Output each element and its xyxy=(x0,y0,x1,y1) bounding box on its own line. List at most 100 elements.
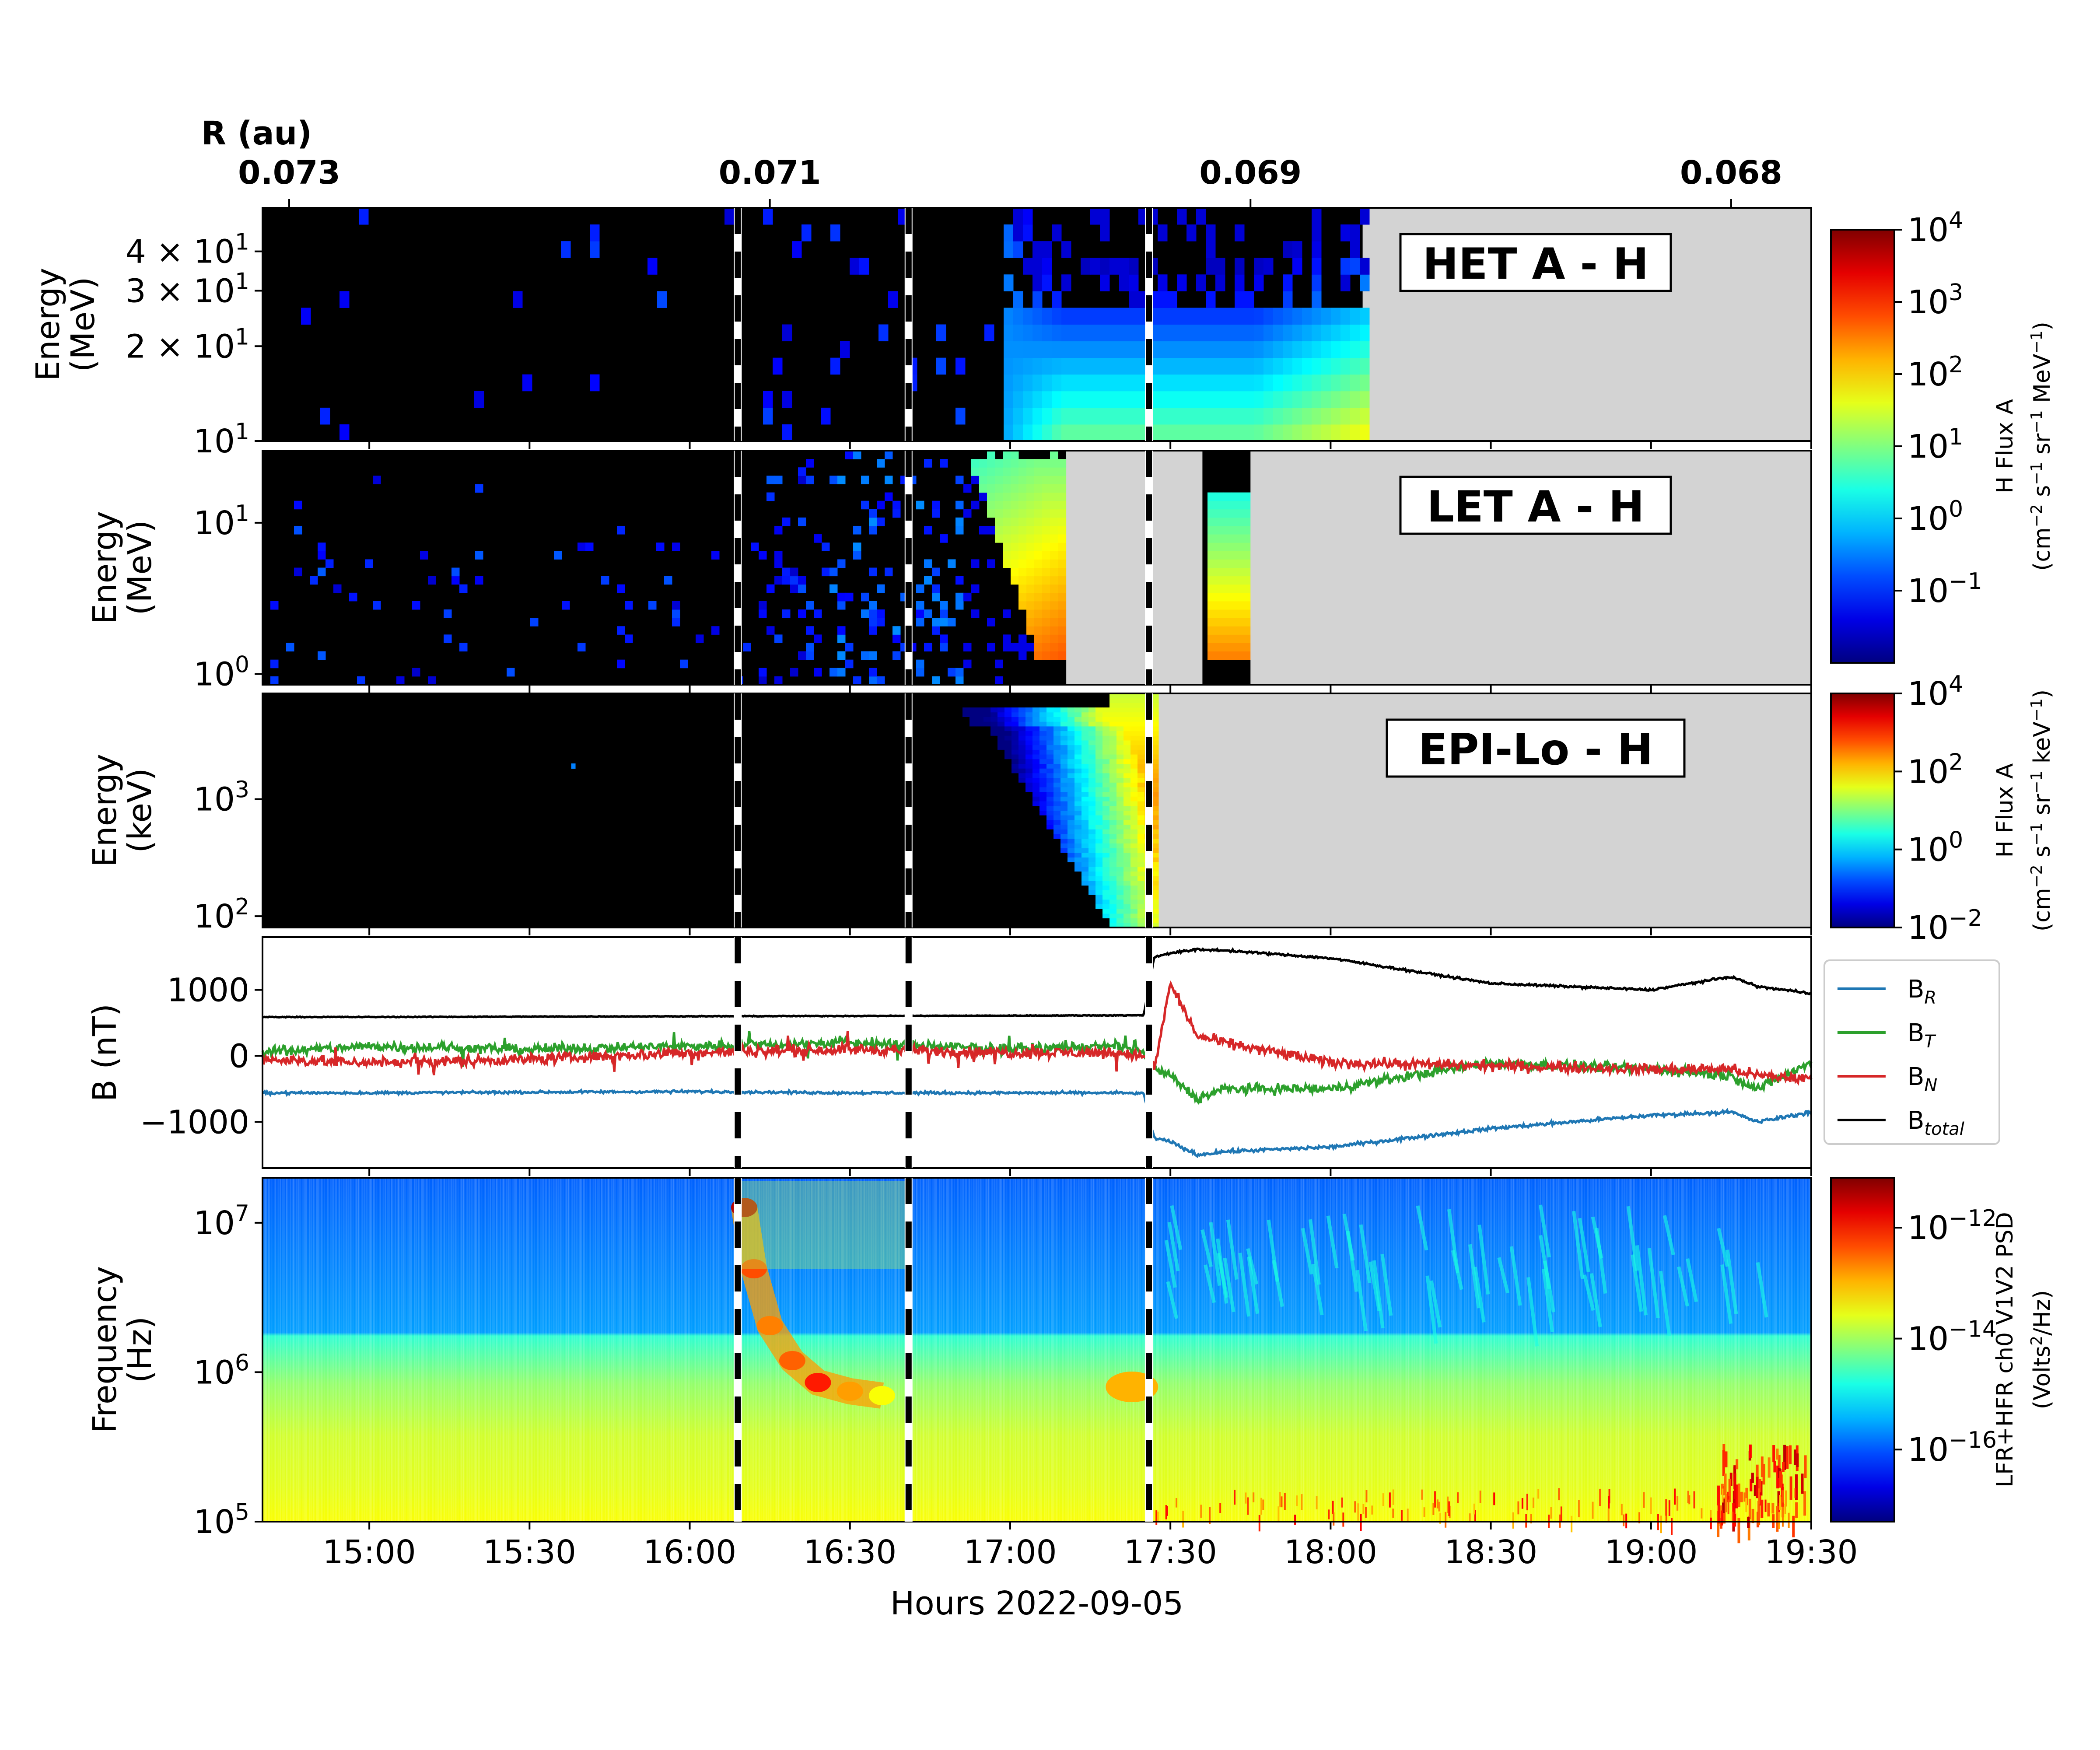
radio-streak xyxy=(1720,1264,1733,1324)
het-flux-pixel xyxy=(1302,424,1312,441)
epilo-flux-pixel xyxy=(1116,909,1124,914)
let-flux-pixel xyxy=(987,451,995,459)
het-flux-pixel xyxy=(1158,391,1168,408)
epilo-flux-pixel xyxy=(1096,866,1103,872)
het-flux-pixel xyxy=(1273,374,1283,392)
let-flux-pixel xyxy=(814,534,822,543)
epilo-flux-pixel xyxy=(1102,810,1110,816)
het-flux-pixel xyxy=(1302,407,1312,425)
epilo-flux-pixel xyxy=(1004,740,1012,746)
het-flux-pixel xyxy=(1350,324,1360,342)
epilo-flux-pixel xyxy=(1088,731,1096,736)
let-flux-pixel xyxy=(373,476,381,484)
let-flux-pixel xyxy=(1026,551,1035,560)
epilo-flux-pixel xyxy=(1074,815,1082,820)
het-flux-pixel xyxy=(1167,374,1177,392)
let-flux-pixel xyxy=(1058,492,1066,501)
epilo-flux-pixel xyxy=(1110,745,1117,750)
het-flux-pixel xyxy=(1004,308,1014,325)
epilo-flux-pixel xyxy=(1138,735,1145,741)
epilo-flux-pixel xyxy=(1130,703,1138,708)
epilo-flux-pixel xyxy=(1032,726,1040,732)
het-flux-pixel xyxy=(1100,391,1110,408)
let-flux-pixel xyxy=(617,525,625,535)
epilo-flux-pixel xyxy=(1096,805,1103,811)
epilo-flux-pixel xyxy=(1096,895,1103,900)
epilo-flux-pixel xyxy=(984,707,991,713)
radio-lf-activity xyxy=(1758,1478,1761,1493)
het-flux-pixel xyxy=(1090,424,1100,441)
radio-lf-activity xyxy=(1754,1485,1757,1496)
epilo-flux-pixel xyxy=(1102,866,1110,872)
label-box-bg xyxy=(1386,718,1686,778)
radio-lf-activity xyxy=(1733,1473,1736,1499)
het-flux-pixel xyxy=(1186,391,1197,408)
epilo-flux-pixel xyxy=(984,712,991,717)
radio-lf-activity xyxy=(1751,1473,1754,1483)
radio-lf-activity xyxy=(1247,1497,1249,1515)
let-flux-pixel xyxy=(1058,618,1066,626)
epilo-flux-pixel xyxy=(1068,810,1075,816)
het-flux-pixel xyxy=(1254,424,1264,441)
let-flux-pixel xyxy=(373,601,381,610)
let-flux-pixel xyxy=(987,492,995,501)
het-flux-pixel xyxy=(1032,424,1043,441)
epilo-flux-pixel xyxy=(1152,871,1159,876)
epilo-flux-pixel xyxy=(1054,763,1061,769)
radio-lf-activity xyxy=(1782,1490,1784,1503)
let-flux-pixel xyxy=(1239,551,1247,560)
epilo-flux-pixel xyxy=(1102,787,1110,792)
epilo-flux-pixel xyxy=(1116,918,1124,923)
epilo-flux-pixel xyxy=(1096,876,1103,881)
het-flux-pixel xyxy=(1052,424,1062,441)
epilo-flux-pixel xyxy=(1046,754,1054,760)
let-flux-pixel xyxy=(270,659,279,668)
epilo-flux-pixel xyxy=(1012,717,1019,722)
epilo-flux-pixel xyxy=(990,712,998,717)
epilo-flux-pixel xyxy=(1088,749,1096,755)
radio-lf-activity xyxy=(1447,1496,1449,1513)
het-flux-pixel xyxy=(1023,391,1033,408)
let-flux-pixel xyxy=(1026,534,1035,543)
radio-lf-activity xyxy=(1777,1491,1780,1515)
het-flux-pixel xyxy=(1158,224,1168,242)
het-flux-pixel xyxy=(1312,274,1322,291)
epilo-flux-pixel xyxy=(1068,707,1075,713)
let-flux-pixel xyxy=(1223,567,1232,577)
colorbar-unit-label: (cm−2 s−1 sr−1 MeV−1) xyxy=(2028,322,2055,571)
epilo-flux-pixel xyxy=(1130,866,1138,872)
epilo-flux-pixel xyxy=(1060,707,1068,713)
epilo-flux-pixel xyxy=(1032,796,1040,802)
let-flux-pixel xyxy=(1208,567,1216,577)
let-flux-pixel xyxy=(956,592,964,602)
het-flux-pixel xyxy=(1225,308,1235,325)
let-flux-pixel xyxy=(987,618,995,626)
let-flux-pixel xyxy=(1208,492,1216,501)
epilo-flux-pixel xyxy=(1096,712,1103,717)
epilo-flux-pixel xyxy=(1046,819,1054,825)
het-flux-pixel xyxy=(1129,341,1139,358)
let-flux-pixel xyxy=(310,576,318,585)
het-flux-pixel xyxy=(1196,274,1206,291)
let-flux-pixel xyxy=(1026,567,1035,577)
het-flux-pixel xyxy=(1061,324,1071,342)
radio-streak xyxy=(1311,1264,1324,1316)
epilo-flux-pixel xyxy=(1068,745,1075,750)
epilo-flux-pixel xyxy=(1096,871,1103,876)
het-flux-pixel xyxy=(1023,424,1033,441)
epilo-flux-pixel xyxy=(1096,768,1103,774)
let-flux-pixel xyxy=(1215,500,1224,510)
epilo-flux-pixel xyxy=(1018,768,1026,774)
let-flux-pixel xyxy=(1058,476,1066,484)
epilo-flux-pixel xyxy=(1012,745,1019,750)
het-flux-pixel xyxy=(648,258,658,275)
epilo-flux-pixel xyxy=(1004,731,1012,736)
epilo-flux-pixel xyxy=(1082,810,1089,816)
het-flux-pixel xyxy=(1206,374,1216,392)
epilo-flux-pixel xyxy=(1046,740,1054,746)
let-flux-pixel xyxy=(396,676,405,685)
let-flux-pixel xyxy=(869,609,877,618)
let-flux-pixel xyxy=(916,601,924,610)
het-flux-pixel xyxy=(1254,357,1264,375)
